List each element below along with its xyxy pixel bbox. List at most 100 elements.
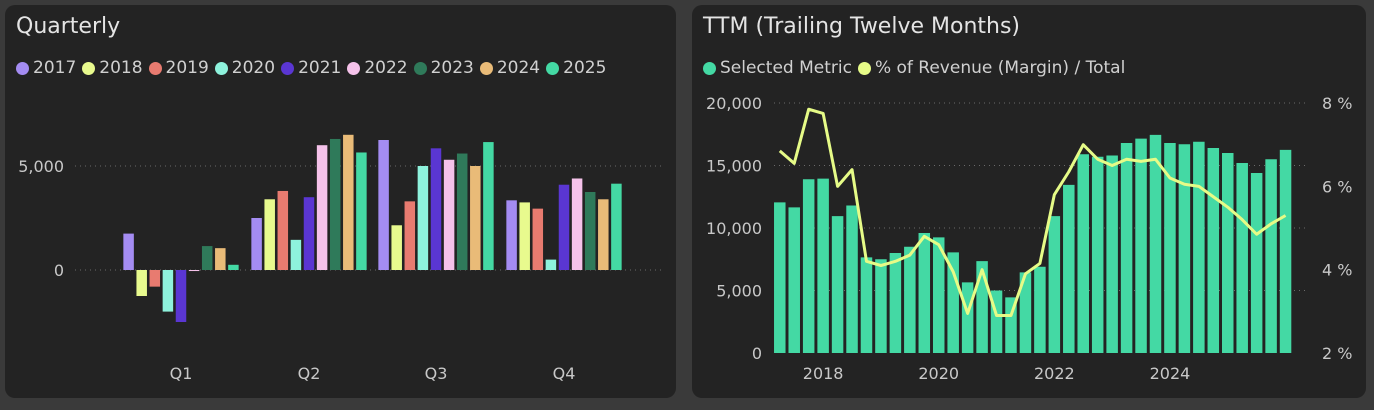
- legend-item-2018[interactable]: 2018: [82, 58, 143, 78]
- legend-dot-icon: [214, 61, 228, 75]
- bar-Q3-2019: [404, 201, 416, 270]
- ttm-bar: [1236, 163, 1248, 353]
- legend-item-2024[interactable]: 2024: [479, 58, 541, 78]
- bar-Q3-2018: [391, 225, 402, 270]
- legend-dot-icon: [703, 61, 716, 75]
- quarterly-title: Quarterly: [16, 14, 121, 39]
- x-tick-label: Q4: [553, 364, 576, 383]
- bar-Q1-2022: [188, 270, 200, 272]
- ttm-bar: [932, 237, 945, 353]
- ttm-bar: [1034, 266, 1046, 353]
- legend-label: 2025: [563, 58, 607, 78]
- ttm-bar: [1135, 138, 1147, 353]
- ttm-bar: [1106, 155, 1118, 353]
- bar-Q3-2023: [456, 153, 468, 270]
- bar-Q1-2020: [162, 270, 174, 312]
- ttm-bar: [774, 202, 786, 353]
- bar-Q1-2021: [175, 270, 187, 322]
- legend-label: 2024: [496, 58, 541, 78]
- quarterly-legend: 2017 2018 2019 2020 2021 2022 2023 2024 2025: [16, 57, 612, 79]
- ttm-bar: [918, 233, 931, 353]
- y-right-tick-label: 4 %: [1322, 261, 1352, 280]
- legend-label: 2019: [165, 58, 209, 78]
- bar-Q2-2021: [303, 197, 315, 270]
- ttm-bar: [1164, 143, 1176, 353]
- ttm-bar: [904, 246, 916, 353]
- bar-Q4-2025: [611, 183, 622, 270]
- legend-item-2022[interactable]: 2022: [347, 58, 408, 78]
- ttm-bar: [817, 178, 829, 353]
- quarterly-chart: 0 5,000 Q1 Q2 Q3 Q4: [18, 134, 665, 383]
- ttm-bar: [1063, 184, 1075, 353]
- y-right-tick-label: 6 %: [1322, 177, 1352, 196]
- bar-Q2-2020: [290, 239, 302, 270]
- legend-dot-icon: [413, 61, 427, 75]
- legend-item-2021[interactable]: 2021: [281, 58, 341, 78]
- legend-item-margin[interactable]: % of Revenue (Margin) / Total: [857, 58, 1125, 78]
- bar-Q3-2021: [430, 148, 442, 270]
- y-left-tick-label: 5,000: [716, 282, 762, 301]
- ttm-bar: [961, 282, 974, 353]
- ttm-bar: [1178, 144, 1191, 353]
- ttm-chart: 0 5,000 10,000 15,000 20,000 2 % 4 % 6 % 8 % 2018…: [706, 94, 1352, 383]
- quarterly-panel: 0 5,000 Q1 Q2 Q3 Q4 Quarterly 2017 2018 2019 202…: [5, 5, 676, 398]
- ttm-bar: [1077, 154, 1089, 353]
- y-left-tick-label: 20,000: [706, 94, 762, 113]
- bar-Q2-2023: [329, 138, 341, 270]
- legend-label: 2021: [298, 58, 342, 78]
- y-tick-label: 5,000: [18, 157, 64, 176]
- ttm-bar: [802, 179, 815, 353]
- ttm-bar: [1250, 173, 1263, 353]
- ttm-bar: [1193, 141, 1205, 353]
- ttm-bar: [1005, 297, 1017, 353]
- y-right-tick-label: 8 %: [1322, 94, 1352, 113]
- ttm-bar: [846, 205, 858, 353]
- legend-item-2019[interactable]: 2019: [148, 58, 209, 78]
- x-tick-label: Q3: [425, 364, 448, 383]
- y-left-tick-label: 10,000: [706, 219, 762, 238]
- legend-item-2023[interactable]: 2023: [413, 58, 474, 78]
- bar-Q4-2017: [506, 200, 517, 270]
- legend-dot-icon: [857, 61, 871, 75]
- bar-Q1-2023: [201, 246, 213, 270]
- bar-Q4-2020: [545, 259, 557, 270]
- y-tick-label: 0: [54, 261, 64, 280]
- x-tick-label: Q2: [298, 364, 321, 383]
- legend-dot-icon: [479, 61, 493, 75]
- margin-line: [778, 107, 1287, 317]
- bar-Q4-2022: [571, 178, 583, 270]
- ttm-bar: [1048, 216, 1061, 353]
- legend-item-selected-metric[interactable]: Selected Metric: [703, 58, 852, 78]
- bar-Q3-2020: [417, 166, 429, 270]
- bar-Q3-2017: [378, 140, 389, 270]
- bar-Q4-2024: [598, 199, 609, 270]
- ttm-bar: [1120, 143, 1133, 353]
- ttm-bar: [1149, 134, 1162, 353]
- ttm-legend: Selected Metric % of Revenue (Margin) / …: [703, 57, 1131, 79]
- bar-Q4-2018: [519, 202, 530, 270]
- x-tick-label: Q1: [170, 364, 193, 383]
- legend-label: 2018: [99, 58, 143, 78]
- bar-Q2-2018: [264, 199, 275, 270]
- legend-label: 2022: [364, 58, 408, 78]
- ttm-bar: [889, 253, 902, 353]
- legend-item-2017[interactable]: 2017: [16, 58, 76, 78]
- legend-dot-icon: [347, 61, 361, 75]
- bar-Q3-2024: [470, 166, 481, 270]
- ttm-bar: [947, 252, 959, 353]
- bar-Q4-2019: [532, 208, 544, 270]
- ttm-bar: [1207, 148, 1220, 353]
- bar-Q1-2025: [228, 264, 239, 270]
- legend-item-2020[interactable]: 2020: [214, 58, 275, 78]
- x-tick-label: 2018: [803, 364, 844, 383]
- legend-label: Selected Metric: [720, 58, 852, 78]
- x-tick-label: 2022: [1034, 364, 1075, 383]
- bar-Q2-2019: [277, 190, 289, 270]
- ttm-bar: [990, 290, 1003, 353]
- legend-label: 2023: [430, 58, 474, 78]
- legend-dot-icon: [281, 61, 295, 75]
- legend-item-2025[interactable]: 2025: [546, 58, 606, 78]
- bar-Q3-2025: [483, 142, 494, 270]
- ttm-panel: 0 5,000 10,000 15,000 20,000 2 % 4 % 6 % 8 % 2018…: [692, 5, 1366, 398]
- bar-Q4-2023: [584, 192, 596, 270]
